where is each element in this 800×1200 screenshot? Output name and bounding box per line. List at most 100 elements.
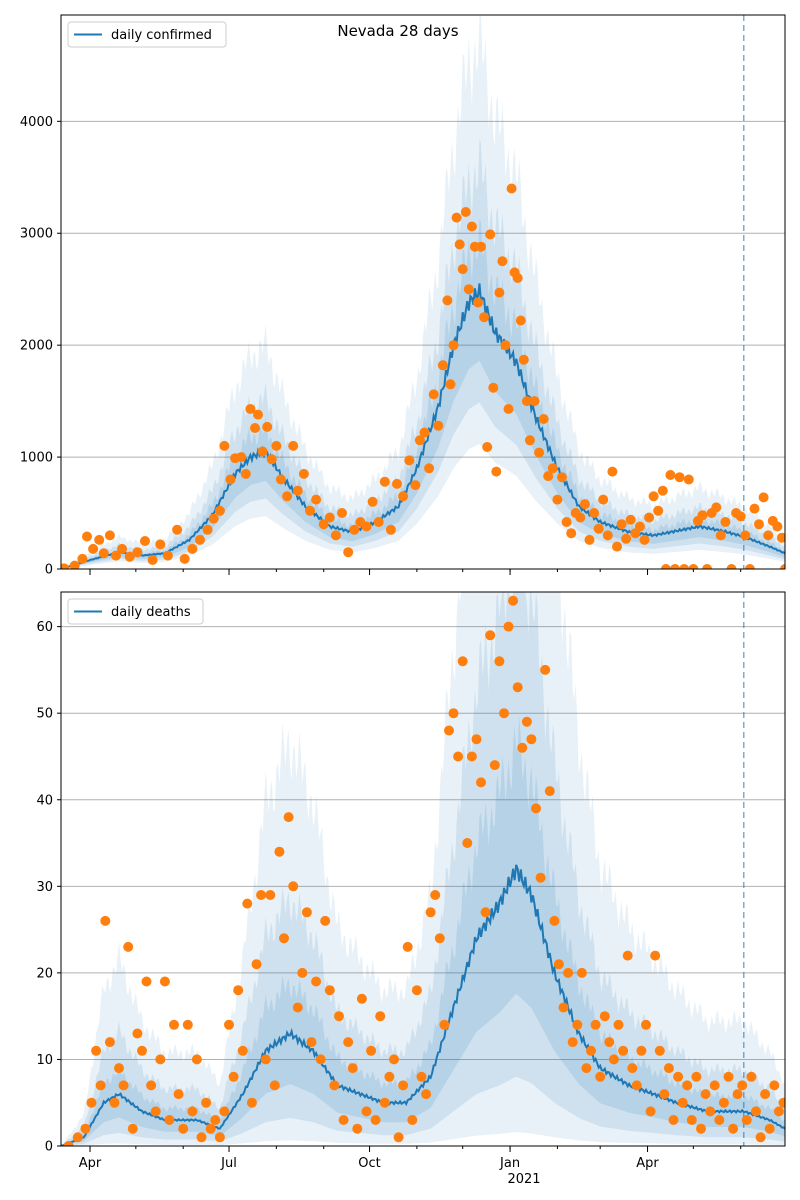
uncertainty-band <box>61 15 785 569</box>
data-point <box>320 915 331 926</box>
data-point <box>318 519 329 530</box>
data-point <box>69 560 80 569</box>
data-point <box>256 890 267 900</box>
x-year-label: 2021 <box>507 1172 540 1187</box>
data-point <box>567 1037 578 1048</box>
data-point <box>404 455 415 466</box>
data-point <box>763 530 774 541</box>
data-point <box>82 531 92 542</box>
data-point <box>645 1106 656 1117</box>
data-point <box>612 541 622 552</box>
data-point <box>445 379 456 390</box>
data-point <box>410 480 421 491</box>
data-point <box>172 524 183 535</box>
data-point <box>521 716 532 727</box>
data-point <box>621 533 632 544</box>
deaths-panel: 0 10 20 30 40 50 60 Apr Jul Oct Jan Apr daily deaths <box>36 591 786 1171</box>
data-point <box>265 890 276 900</box>
axes-frame <box>60 591 786 1147</box>
legend-label: daily confirmed <box>111 28 212 43</box>
data-point <box>104 530 115 541</box>
data-point <box>245 404 256 414</box>
data-point <box>421 1089 432 1100</box>
data-point <box>347 1063 358 1074</box>
data-point <box>439 1019 450 1030</box>
data-point <box>517 742 528 753</box>
data-point <box>169 1019 179 1030</box>
data-point <box>370 1115 381 1125</box>
data-point <box>566 528 577 539</box>
data-point <box>489 760 500 771</box>
y-tick-label: 20 <box>36 966 53 981</box>
data-point <box>715 530 726 541</box>
data-point <box>253 409 263 420</box>
data-point <box>534 447 545 458</box>
data-point <box>660 564 671 569</box>
data-point <box>595 1071 606 1082</box>
data-point <box>466 751 477 762</box>
y-tick-label: 4000 <box>20 115 53 130</box>
data-point <box>503 621 514 632</box>
data-point <box>683 474 694 485</box>
data-point <box>140 536 150 546</box>
data-point <box>442 295 453 306</box>
y-tick-label: 50 <box>36 707 53 722</box>
data-point <box>214 1132 225 1143</box>
data-point <box>283 812 294 823</box>
data-point <box>521 396 532 407</box>
data-point <box>466 221 477 232</box>
data-point <box>343 1037 354 1048</box>
data-point <box>463 284 474 295</box>
data-point <box>205 1123 216 1134</box>
data-point <box>453 751 464 762</box>
data-point <box>515 315 526 326</box>
data-point <box>366 1045 377 1056</box>
data-point <box>755 1132 766 1143</box>
data-point <box>240 468 251 479</box>
data-point <box>173 1089 184 1100</box>
data-point <box>663 1063 674 1074</box>
data-point <box>219 1106 230 1117</box>
data-point <box>118 1080 129 1091</box>
data-point <box>457 656 468 667</box>
data-point <box>266 454 277 465</box>
data-point <box>634 521 645 532</box>
data-point <box>497 256 508 267</box>
uncertainty-band <box>61 592 785 1146</box>
data-point <box>653 505 664 516</box>
data-point <box>288 440 299 451</box>
data-point <box>337 508 347 518</box>
uncertainty-band <box>61 218 785 569</box>
data-point <box>262 421 273 432</box>
data-point <box>141 976 152 987</box>
data-point <box>575 512 586 523</box>
data-point <box>543 471 554 482</box>
data-point <box>195 534 205 545</box>
data-point <box>751 1106 761 1117</box>
data-point <box>315 1054 326 1065</box>
data-point <box>155 539 166 550</box>
data-point <box>482 442 493 452</box>
y-tick-label: 0 <box>45 1140 53 1155</box>
data-point <box>686 1115 697 1125</box>
data-point <box>324 985 335 996</box>
data-point <box>361 1106 372 1117</box>
data-point <box>572 1019 583 1030</box>
data-point <box>379 1097 390 1108</box>
data-point <box>557 472 567 483</box>
x-tick-label: Apr <box>79 1156 102 1171</box>
data-point <box>117 543 128 554</box>
data-point <box>508 595 519 606</box>
data-point <box>448 340 459 351</box>
data-point <box>479 312 490 323</box>
legend-box <box>67 598 204 625</box>
legend-label: daily deaths <box>111 605 191 620</box>
data-point <box>553 959 564 970</box>
data-point <box>673 1071 684 1082</box>
data-point <box>219 440 230 451</box>
data-point <box>700 1089 711 1100</box>
plot-area <box>61 15 785 569</box>
data-point <box>269 1080 280 1091</box>
data-point <box>251 959 262 970</box>
